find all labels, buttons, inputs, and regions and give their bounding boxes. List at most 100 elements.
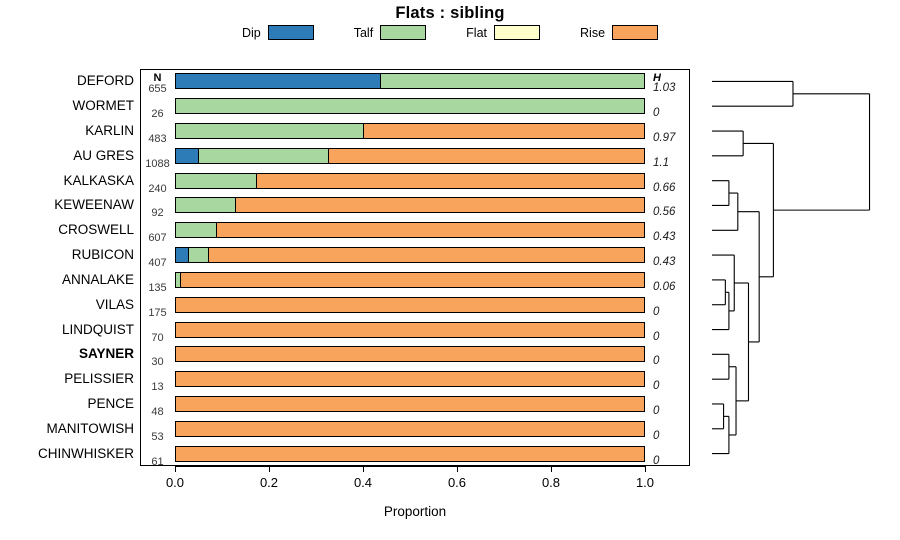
n-value: 607 [148, 232, 167, 245]
n-value: 240 [148, 182, 167, 195]
x-tick [645, 466, 647, 472]
n-value: 407 [148, 257, 167, 270]
row-label-croswell: CROSWELL [58, 222, 134, 238]
bar-karlin[interactable] [175, 123, 645, 140]
legend-item-flat[interactable]: Flat [466, 25, 541, 40]
n-value: 48 [151, 405, 164, 418]
bar-segment-rise [215, 223, 644, 238]
legend-label: Flat [466, 25, 488, 40]
x-tick-label: 0.4 [353, 475, 373, 490]
x-axis-label: Proportion [383, 504, 447, 519]
bar-segment-dip [176, 148, 199, 163]
bar-segment-rise [328, 148, 644, 163]
legend-label: Talf [353, 25, 374, 40]
bar-segment-rise [180, 272, 644, 287]
dendrogram [700, 60, 900, 480]
n-value: 655 [148, 83, 167, 96]
bar-croswell[interactable] [175, 222, 645, 239]
row-label-column: DEFORD WORMET KARLIN AU GRES KALKASKA KEWEENA… [0, 69, 134, 466]
bar-segment-talf [176, 99, 644, 114]
bar-segment-talf [379, 74, 644, 89]
h-value: 0 [653, 305, 660, 318]
n-value: 135 [148, 281, 167, 294]
bar-segment-talf [187, 248, 208, 263]
h-value: 0.56 [653, 206, 676, 219]
bar-segment-dip [176, 248, 188, 263]
n-value: 30 [151, 356, 164, 369]
bar-manitowish[interactable] [175, 420, 645, 437]
row-label-manitowish: MANITOWISH [46, 420, 135, 436]
n-value: 70 [151, 331, 164, 344]
bar-annalake[interactable] [175, 271, 645, 288]
bar-deford[interactable] [175, 73, 645, 90]
bar-segment-rise [176, 297, 644, 312]
chart-title: Flats : sibling [395, 4, 505, 22]
legend-item-talf[interactable]: Talf [353, 25, 427, 40]
stacked-bars [141, 70, 689, 465]
legend: Dip Talf Flat Rise [0, 25, 900, 40]
h-value: 0.06 [653, 280, 676, 293]
bar-segment-rise [176, 446, 644, 461]
bar-segment-rise [176, 421, 644, 436]
bar-pelissier[interactable] [175, 371, 645, 388]
bar-segment-talf [176, 198, 235, 213]
bar-chinwhisker[interactable] [175, 445, 645, 462]
row-label-annalake: ANNALAKE [61, 271, 134, 287]
x-tick [269, 466, 271, 472]
x-tick [363, 466, 365, 472]
n-column: N 655 26 483 1088 240 92 607 407 135 175 70 30 13 48 5… [141, 69, 174, 467]
bar-segment-rise [207, 248, 644, 263]
bar-segment-rise [363, 124, 644, 139]
h-value: 0 [653, 107, 660, 120]
row-label-wormet: WORMET [72, 98, 135, 114]
x-tick-label: 0.2 [259, 475, 279, 490]
bar-segment-rise [176, 347, 644, 362]
bar-sayner[interactable] [175, 346, 645, 363]
bar-au-gres[interactable] [175, 147, 645, 164]
bar-wormet[interactable] [175, 98, 645, 115]
x-axis-line [175, 466, 645, 468]
h-value: 0 [653, 454, 660, 467]
legend-swatch-dip [267, 25, 314, 40]
n-value: 53 [151, 430, 164, 443]
bar-lindquist[interactable] [175, 321, 645, 338]
x-tick [551, 466, 553, 472]
bar-vilas[interactable] [175, 296, 645, 313]
row-label-lindquist: LINDQUIST [61, 321, 134, 337]
n-value: 13 [151, 381, 164, 394]
x-tick-label: 1.0 [635, 475, 655, 490]
bar-keweenaw[interactable] [175, 197, 645, 214]
bar-segment-talf [198, 148, 329, 163]
bar-rubicon[interactable] [175, 247, 645, 264]
h-column: H 1.03 0 0.97 1.1 0.66 0.56 0.43 0.43 0.06 0 0 0 0 0 0… [651, 69, 691, 466]
legend-swatch-flat [494, 25, 541, 40]
x-tick [457, 466, 459, 472]
h-value: 0 [653, 330, 660, 343]
row-label-karlin: KARLIN [85, 123, 134, 139]
h-value: 0.43 [653, 256, 676, 269]
row-label-pence: PENCE [87, 395, 134, 411]
legend-item-dip[interactable]: Dip [242, 25, 314, 40]
row-label-au-gres: AU GRES [73, 147, 134, 163]
h-value: 0 [653, 404, 660, 417]
x-axis: 0.0 0.2 0.4 0.6 0.8 1.0 [140, 466, 690, 506]
bar-segment-talf [176, 124, 364, 139]
h-value: 0.43 [653, 231, 676, 244]
h-value: 0.66 [653, 181, 676, 194]
legend-item-rise[interactable]: Rise [580, 25, 659, 40]
h-value: 0 [653, 429, 660, 442]
h-value: 1.03 [653, 82, 676, 95]
h-value: 0.97 [653, 132, 676, 145]
bar-segment-talf [176, 173, 256, 188]
row-label-keweenaw: KEWEENAW [54, 197, 134, 213]
n-value: 1088 [145, 157, 170, 170]
x-tick-label: 0.8 [541, 475, 561, 490]
bar-pence[interactable] [175, 395, 645, 412]
row-label-kalkaska: KALKASKA [63, 172, 134, 188]
row-label-chinwhisker: CHINWHISKER [37, 445, 134, 461]
bar-kalkaska[interactable] [175, 172, 645, 189]
bar-segment-rise [176, 322, 644, 337]
row-label-rubicon: RUBICON [71, 247, 134, 263]
legend-swatch-rise [612, 25, 659, 40]
